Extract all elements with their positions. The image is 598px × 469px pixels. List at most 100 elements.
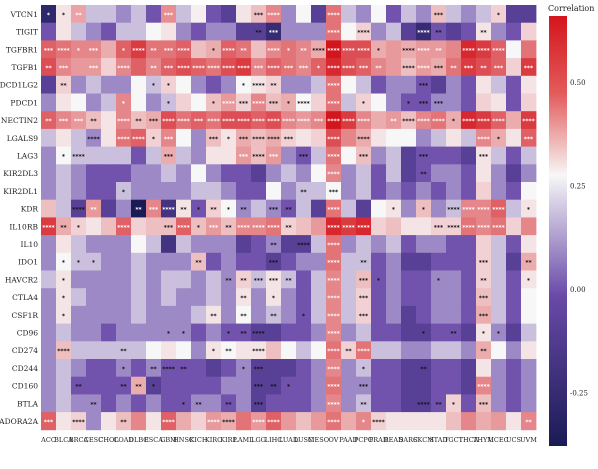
significance-mark: * xyxy=(152,384,156,391)
heatmap-cell xyxy=(101,305,117,324)
heatmap-cell xyxy=(386,359,402,378)
heatmap-cell xyxy=(71,93,87,112)
significance-mark: * xyxy=(227,136,231,143)
heatmap-cell xyxy=(116,252,132,271)
significance-mark: **** xyxy=(462,207,475,214)
heatmap-cell xyxy=(521,58,537,77)
heatmap-cell xyxy=(341,305,357,324)
significance-mark: ** xyxy=(150,366,157,373)
significance-mark: * xyxy=(407,100,411,107)
heatmap-cell xyxy=(341,199,357,218)
heatmap-cell xyxy=(281,305,297,324)
significance-mark: *** xyxy=(269,260,279,267)
significance-mark: **** xyxy=(417,30,430,37)
heatmap-cell xyxy=(356,412,372,431)
heatmap-cell xyxy=(41,146,57,165)
significance-mark: ** xyxy=(435,401,442,408)
heatmap-cell xyxy=(221,359,237,378)
heatmap-cell xyxy=(56,394,72,413)
heatmap-cell xyxy=(131,235,147,254)
heatmap-cell xyxy=(371,359,387,378)
heatmap-cell xyxy=(356,394,372,413)
legend-colorbar xyxy=(549,16,567,446)
heatmap-cell xyxy=(131,58,147,77)
heatmap-cell xyxy=(86,22,102,41)
heatmap-cell xyxy=(401,323,417,342)
heatmap-cell xyxy=(311,75,327,94)
heatmap-cell xyxy=(476,146,492,165)
heatmap-cell xyxy=(296,164,312,183)
significance-mark: ** xyxy=(480,65,487,72)
heatmap-cell xyxy=(416,5,432,24)
significance-mark: *** xyxy=(524,65,534,72)
heatmap-cell xyxy=(116,323,132,342)
heatmap-cell xyxy=(251,58,267,77)
significance-mark: **** xyxy=(222,47,235,54)
heatmap-cell xyxy=(71,341,87,360)
heatmap-cell xyxy=(86,111,102,130)
significance-mark: **** xyxy=(417,47,430,54)
heatmap-cell xyxy=(41,235,57,254)
heatmap-cell xyxy=(191,128,207,147)
significance-mark: * xyxy=(287,100,291,107)
heatmap-cell xyxy=(476,217,492,236)
heatmap-cell xyxy=(311,146,327,165)
significance-mark: *** xyxy=(254,12,264,19)
heatmap-cell xyxy=(161,217,177,236)
heatmap-cell xyxy=(341,182,357,201)
heatmap-cell xyxy=(446,5,462,24)
heatmap-cell xyxy=(146,75,162,94)
significance-mark: ** xyxy=(480,277,487,284)
significance-mark: **** xyxy=(162,118,175,125)
heatmap-cell xyxy=(311,288,327,307)
heatmap-cell xyxy=(176,252,192,271)
heatmap-cell xyxy=(161,270,177,289)
significance-mark: *** xyxy=(434,100,444,107)
heatmap-cell xyxy=(161,146,177,165)
significance-mark: **** xyxy=(252,153,265,160)
heatmap-cell xyxy=(71,288,87,307)
column-label: READ xyxy=(384,436,404,444)
significance-mark: *** xyxy=(149,207,159,214)
heatmap-cell xyxy=(221,75,237,94)
heatmap-cell xyxy=(266,270,282,289)
heatmap-cell xyxy=(326,5,342,24)
significance-mark: **** xyxy=(327,12,340,19)
heatmap-cell xyxy=(431,341,447,360)
heatmap-cell xyxy=(491,217,507,236)
heatmap-cell xyxy=(206,359,222,378)
heatmap-cell xyxy=(191,359,207,378)
significance-mark: * xyxy=(62,313,66,320)
column-label: OV xyxy=(329,436,339,444)
heatmap-cell xyxy=(326,376,342,395)
heatmap-cell xyxy=(521,323,537,342)
heatmap-cell xyxy=(266,359,282,378)
heatmap-cell xyxy=(386,270,402,289)
heatmap-cell xyxy=(161,40,177,59)
heatmap-cell xyxy=(521,111,537,130)
heatmap-cell xyxy=(236,146,252,165)
significance-mark: *** xyxy=(314,118,324,125)
heatmap-cell xyxy=(71,235,87,254)
significance-mark: **** xyxy=(162,366,175,373)
heatmap-cell xyxy=(131,376,147,395)
heatmap-cell xyxy=(86,252,102,271)
heatmap-cell xyxy=(491,40,507,59)
heatmap-cell xyxy=(401,75,417,94)
heatmap-cell xyxy=(341,270,357,289)
heatmap-cell xyxy=(461,128,477,147)
heatmap-cell xyxy=(266,394,282,413)
heatmap-cell xyxy=(56,323,72,342)
heatmap-cell xyxy=(296,146,312,165)
heatmap-cell xyxy=(506,252,522,271)
heatmap-cell xyxy=(206,412,222,431)
heatmap-cell xyxy=(71,376,87,395)
significance-mark: * xyxy=(152,83,156,90)
heatmap-cell xyxy=(191,5,207,24)
heatmap-cell xyxy=(371,323,387,342)
heatmap-cell xyxy=(431,394,447,413)
heatmap-cell xyxy=(491,75,507,94)
heatmap-cell xyxy=(446,323,462,342)
heatmap-cell xyxy=(236,376,252,395)
